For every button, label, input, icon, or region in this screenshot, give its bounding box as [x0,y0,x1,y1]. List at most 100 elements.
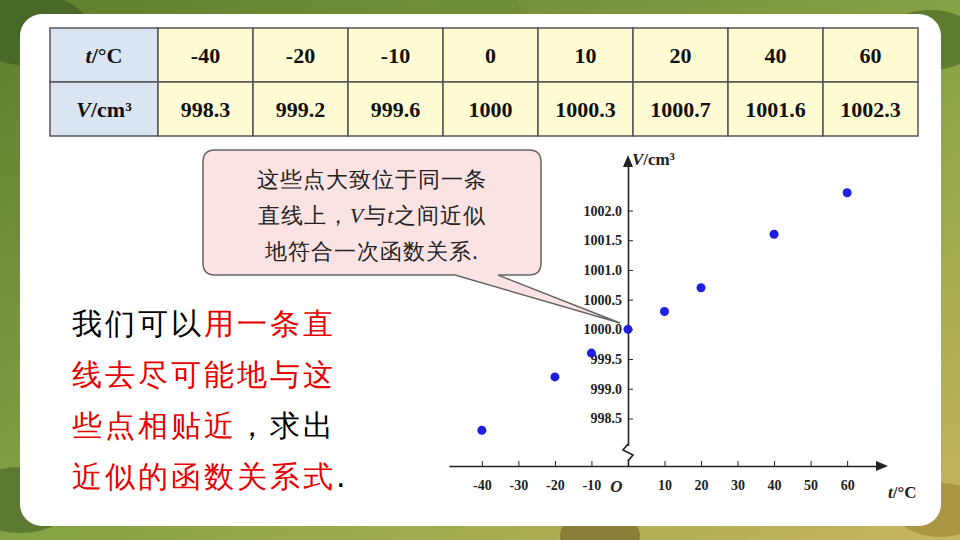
y-tick: 1000.5 [583,293,633,308]
y-tick-mark [628,270,633,271]
x-tick: -30 [510,461,529,493]
x-tick: 60 [841,461,855,493]
table-cell [158,82,253,136]
data-point [587,349,596,358]
table-cell [823,28,918,82]
x-tick-label: 60 [841,478,855,493]
paragraph-segment: 近似的函数关系式 [72,459,336,494]
y-tick-mark [628,211,633,212]
x-tick-mark [774,461,775,466]
table-cell-text: 40 [765,43,787,68]
x-axis-arrow [876,461,888,471]
x-tick-mark [701,461,702,466]
x-tick-label: -10 [583,478,602,493]
label-part: 这些点大致位于同一条 [257,167,487,192]
data-point [697,283,706,292]
table-cell-text: -20 [286,43,315,68]
label-part: 之间近似 [394,203,486,228]
paragraph-segment: . [336,459,349,494]
x-axis-title: t/°C [888,483,917,502]
x-tick-label: -40 [473,478,492,493]
y-tick: 999.0 [590,382,633,397]
table-cell [348,28,443,82]
x-tick: -40 [473,461,492,493]
paragraph-segment: ，求出 [237,408,336,443]
table-cell [253,82,348,136]
x-tick-mark [482,461,483,466]
table-cell-text: V/cm³ [76,97,132,122]
table-cell [348,82,443,136]
table-cell-text: 1000.3 [555,97,616,122]
table-cell [728,28,823,82]
y-tick: 1002.0 [583,204,633,219]
x-tick: 20 [695,461,709,493]
x-tick-label: O [610,477,622,496]
y-tick: 1001.0 [583,263,633,278]
y-tick-label: 998.5 [590,411,622,426]
x-tick-mark [811,461,812,466]
paragraph: 我们可以用一条直线去尽可能地与这些点相贴近，求出近似的函数关系式. [72,306,349,494]
slide: t/°C-40-20-10010204060V/cm³998.3999.2999… [0,0,960,540]
table-cell [633,82,728,136]
y-tick-mark [628,240,633,241]
table-cell [158,28,253,82]
y-tick-mark [628,418,633,419]
label-part: 与 [364,203,387,228]
table-cell-text: 1002.3 [840,97,901,122]
paragraph-segment: 线去尽可能地与这 [72,357,336,392]
x-tick-label: -30 [510,478,529,493]
table-cell-text: 999.6 [371,97,421,122]
y-tick-mark [628,300,633,301]
y-tick-label: 1001.5 [583,233,622,248]
table-cell-text: 20 [670,43,692,68]
label-part: /cm³ [90,97,132,122]
data-point [843,188,852,197]
y-tick-label: 1000.0 [583,322,622,337]
slide-canvas: t/°C-40-20-10010204060V/cm³998.3999.2999… [0,0,960,540]
table-cell [633,28,728,82]
paragraph-segment: 我们可以 [72,306,204,341]
table-cell [443,82,538,136]
paragraph-line: 些点相贴近，求出 [72,408,336,443]
table-cell [50,82,158,136]
table-cell [823,82,918,136]
paragraph-segment: 些点相贴近 [72,408,237,443]
y-tick-label: 999.0 [590,382,622,397]
table-cell-text: -10 [381,43,410,68]
callout-bubble [203,150,620,323]
y-tick: 1000.0 [583,322,633,337]
background [0,0,960,540]
data-point [770,230,779,239]
table-cell-text: 1000.7 [650,97,711,122]
y-tick-label: 1001.0 [583,263,622,278]
label-part: t [387,203,394,228]
paragraph-line: 我们可以用一条直 [72,306,336,341]
axis-break [623,444,633,461]
x-tick-label: 40 [768,478,782,493]
x-tick: 40 [768,461,782,493]
x-tick: -20 [546,461,565,493]
label-part: 直线上， [258,203,350,228]
data-point [550,372,559,381]
table-cell [443,28,538,82]
table-cell [253,28,348,82]
table-cell [538,28,633,82]
table-cell-text: 998.3 [181,97,231,122]
callout-line: 这些点大致位于同一条 [257,167,487,192]
y-tick: 998.5 [590,411,633,426]
table-cell-text: 60 [860,43,882,68]
x-tick-label: -20 [546,478,565,493]
y-tick-label: 1002.0 [583,204,622,219]
paragraph-line: 线去尽可能地与这 [72,357,336,392]
y-tick-mark [628,359,633,360]
label-part: /°C [892,483,917,502]
x-tick: O [610,461,628,496]
y-axis-line [628,164,630,467]
x-tick-label: 30 [731,478,745,493]
x-axis: -40-30-20-10O102030405060 [450,461,881,496]
x-tick-label: 20 [695,478,709,493]
table-cell-text: -40 [191,43,220,68]
data-point [660,307,669,316]
table-cell-text: 1000 [469,97,513,122]
table-cell-text: 10 [575,43,597,68]
